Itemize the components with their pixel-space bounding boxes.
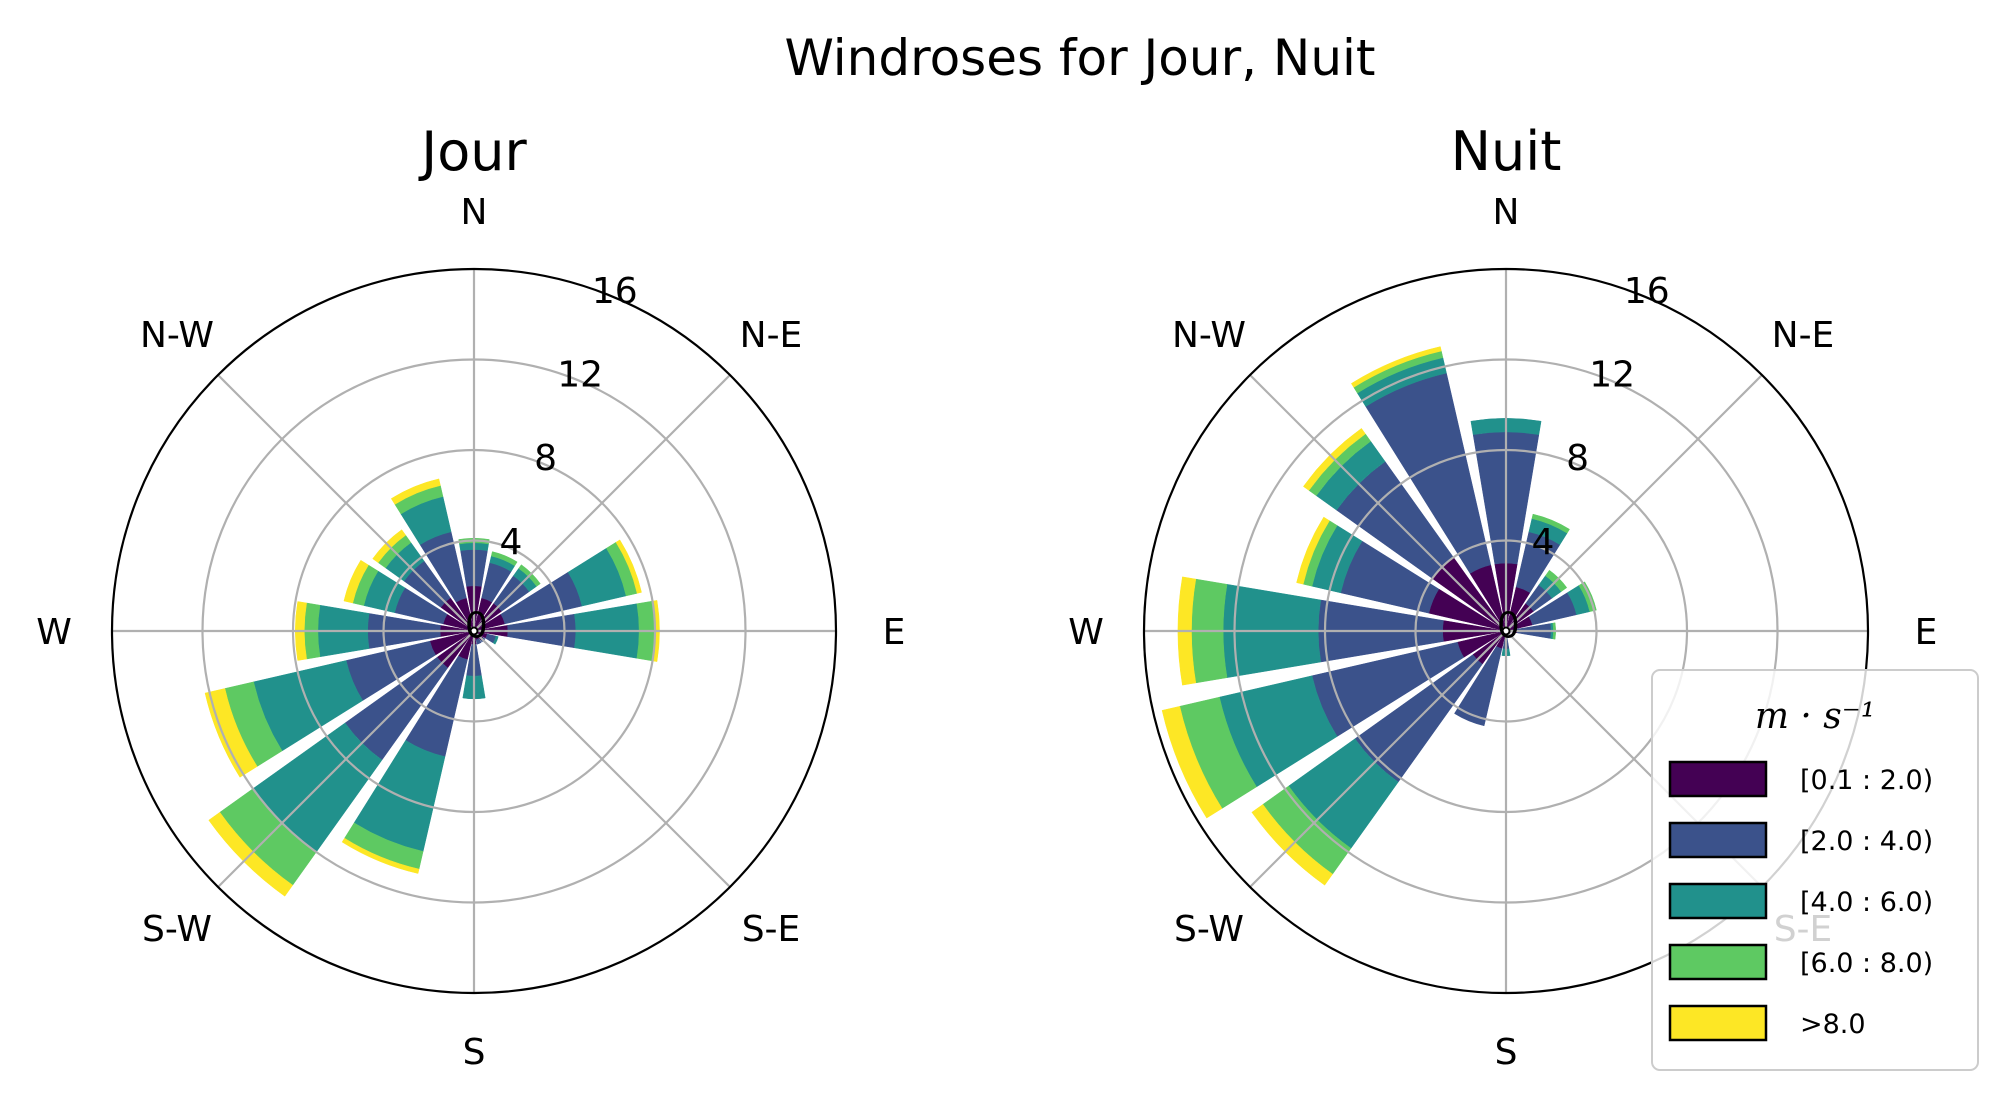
frame-nuit [1142,267,1870,995]
center-jour [469,626,479,636]
bar-jour-dir15-bin4 [390,478,441,505]
bar-jour-dir13-bin4 [343,559,369,604]
dir-label-jour-n-e: N-E [740,315,803,356]
bar-jour-dir1-bin3 [491,551,518,567]
ring-nuit-3 [1233,358,1779,904]
legend-swatch-2 [1668,882,1768,920]
legend-title: m · s⁻¹ [1755,696,1875,737]
legend-swatch-3 [1668,943,1768,981]
ring-jour-2 [291,448,657,814]
ring-jour-3 [201,358,747,904]
rtick-jour-4: 16 [592,271,638,312]
bar-jour-dir9-bin4 [341,837,420,874]
rtick-nuit-2: 8 [1566,438,1589,479]
bar-nuit-dir9-bin1 [1454,646,1503,727]
figure-title: Windroses for Jour, Nuit [784,29,1375,87]
ring-nuit-2 [1323,448,1689,814]
windrose-panel-jour: Jour 0 4 8 12 16 N N-E E S-E S S-W W N-W [36,120,905,1073]
ring-jour-1 [382,539,566,723]
bar-jour-dir7-bin1 [475,638,482,645]
rtick-nuit-1: 4 [1531,522,1554,563]
rtick-jour-1: 4 [499,522,522,563]
dir-label-nuit-w: W [1068,612,1104,653]
panel-title-nuit: Nuit [1451,120,1562,183]
ring-nuit-1 [1414,539,1598,723]
panel-title-jour: Jour [418,120,527,183]
bar-jour-dir11-bin4 [204,688,258,778]
dir-label-jour-e: E [883,612,906,653]
dir-label-jour-s-w: S-W [142,909,212,950]
rtick-nuit-0: 0 [1497,605,1520,646]
legend-label-4: >8.0 [1800,1009,1866,1040]
rtick-nuit-3: 12 [1589,355,1635,396]
dir-label-nuit-n-w: N-W [1172,315,1246,356]
dir-label-jour-n: N [461,192,488,233]
dir-label-nuit-n-e: N-E [1772,315,1835,356]
dir-label-nuit-n: N [1493,192,1520,233]
dir-label-nuit-s: S [1495,1032,1518,1073]
legend-swatch-1 [1668,821,1768,859]
bar-jour-dir5-bin2 [492,635,499,645]
labels-jour: 0 4 8 12 16 N N-E E S-E S S-W W N-W [36,192,905,1073]
dir-label-jour-s: S [463,1032,486,1073]
bar-jour-dir3-bin4 [615,539,642,594]
dir-label-nuit-e: E [1915,612,1938,653]
bar-nuit-dir11-bin4 [1161,706,1223,819]
rtick-nuit-4: 16 [1624,271,1670,312]
legend-label-1: [2.0 : 4.0) [1800,826,1933,857]
center-nuit [1501,626,1511,636]
legend-swatch-0 [1668,760,1768,798]
bar-nuit-dir15-bin4 [1350,346,1442,388]
dir-label-nuit-s-w: S-W [1174,909,1244,950]
legend: m · s⁻¹ [0.1 : 2.0) [2.0 : 4.0) [4.0 : 6.0… [1651,669,1979,1071]
dir-label-jour-s-e: S-E [742,909,801,950]
legend-label-2: [4.0 : 6.0) [1800,887,1933,918]
legend-label-0: [0.1 : 2.0) [1800,765,1933,796]
rtick-jour-3: 12 [557,355,603,396]
bar-nuit-dir1-bin3 [1531,513,1570,534]
dir-label-jour-n-w: N-W [140,315,214,356]
frame-jour [110,267,838,995]
grid-jour [110,267,838,995]
rtick-jour-0: 0 [465,605,488,646]
bar-nuit-dir13-bin4 [1296,516,1330,585]
rtick-jour-2: 8 [534,438,557,479]
legend-swatch-4 [1668,1004,1768,1042]
legend-label-3: [6.0 : 8.0) [1800,948,1933,979]
dir-label-jour-w: W [36,612,72,653]
grid-nuit [1142,267,1870,995]
